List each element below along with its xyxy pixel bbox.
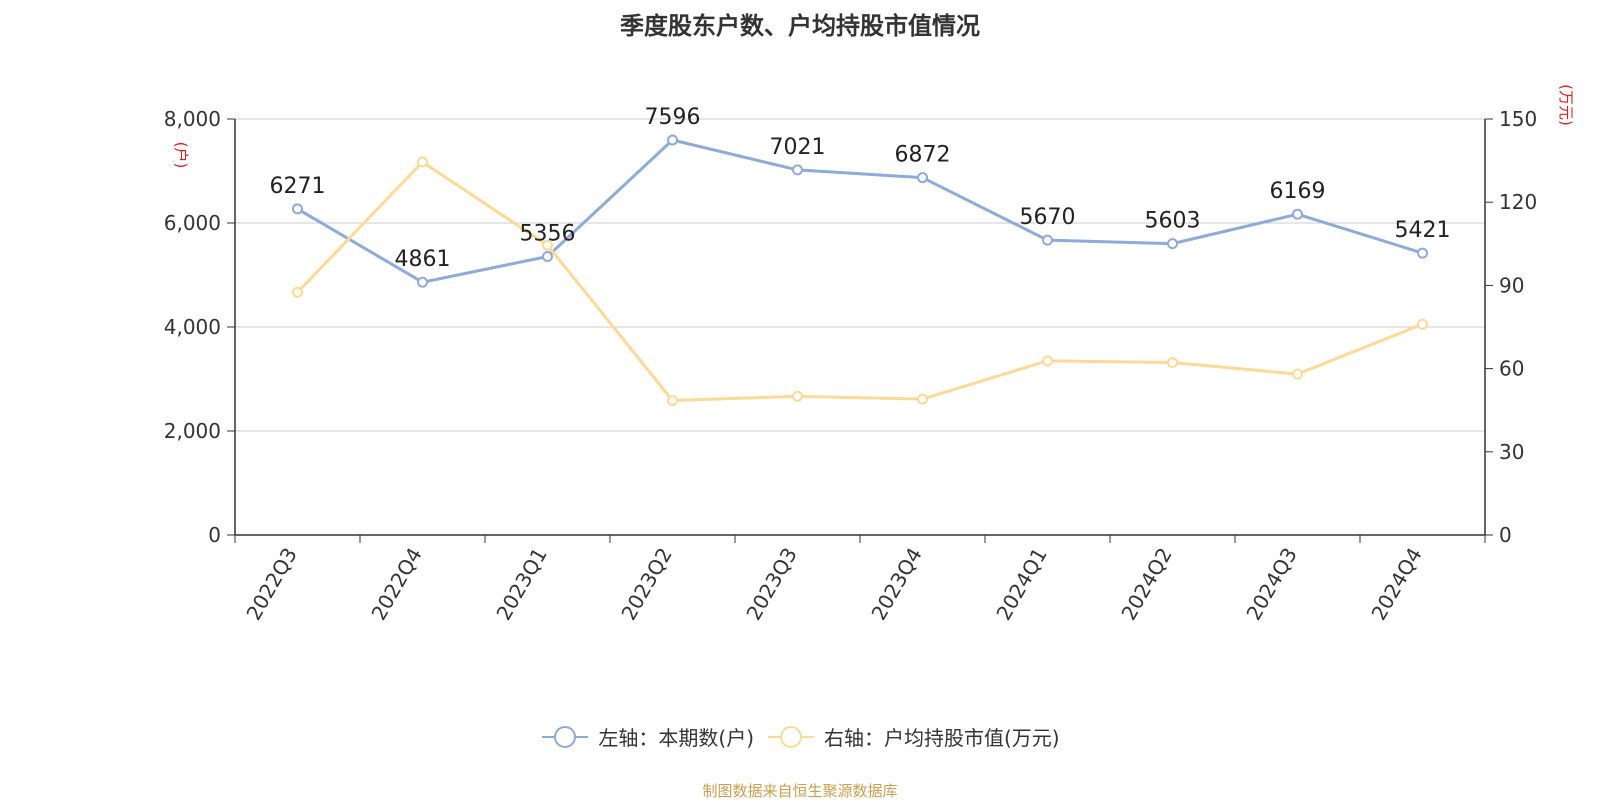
data-point-market-value	[542, 239, 553, 251]
source-note: 制图数据来自恒生聚源数据库	[702, 782, 898, 800]
data-labels: 6271 4861 5356 7596 7021 6872 5670 5603 6169 5421	[270, 105, 1451, 272]
data-label: 5670	[1020, 205, 1076, 230]
data-label: 6169	[1270, 179, 1326, 204]
x-axis-category-label: 2022Q4	[366, 544, 426, 625]
data-point-market-value	[1292, 368, 1303, 380]
right-axis-tick-label: 120	[1499, 190, 1537, 214]
x-axis-category-label: 2024Q1	[991, 544, 1051, 625]
left-axis-tick-label: 4,000	[164, 315, 221, 339]
data-point-market-value	[667, 394, 678, 406]
legend-marker-yellow	[768, 725, 814, 748]
data-point-shareholders	[792, 164, 803, 176]
series-lines	[292, 134, 1428, 406]
data-point-shareholders	[542, 250, 553, 262]
left-axis-tick-label: 0	[208, 523, 221, 547]
x-axis-category-label: 2023Q2	[616, 544, 676, 625]
data-label: 5421	[1395, 218, 1451, 243]
legend-item-right-series[interactable]: 右轴：户均持股市值(万元)	[766, 722, 1060, 751]
data-point-market-value	[1042, 355, 1053, 367]
data-point-shareholders	[917, 172, 928, 184]
data-label: 7596	[645, 105, 701, 130]
x-axis-category-label: 2023Q3	[741, 544, 801, 625]
data-label: 6271	[270, 174, 326, 199]
data-point-shareholders	[292, 203, 303, 215]
data-point-market-value	[792, 390, 803, 402]
data-label: 4861	[395, 247, 451, 272]
data-point-shareholders	[1167, 238, 1178, 250]
data-label: 5603	[1145, 209, 1201, 234]
right-axis-tick-label: 60	[1499, 357, 1524, 381]
data-point-shareholders	[1292, 208, 1303, 220]
x-axis-category-label: 2024Q4	[1366, 544, 1426, 625]
grid-lines	[235, 118, 1485, 432]
data-point-shareholders	[1042, 234, 1053, 246]
legend-label-right-series: 右轴：户均持股市值(万元)	[824, 726, 1060, 750]
data-label: 6872	[895, 143, 951, 168]
data-label: 7021	[770, 135, 826, 160]
legend: 左轴：本期数(户) 右轴：户均持股市值(万元)	[0, 722, 1600, 751]
left-axis-tick-label: 6,000	[164, 211, 221, 235]
data-point-shareholders	[417, 276, 428, 288]
left-axis-tick-label: 8,000	[164, 107, 221, 131]
left-axis-tick-label: 2,000	[164, 419, 221, 443]
x-axis-category-label: 2022Q3	[241, 544, 301, 625]
legend-item-left-series[interactable]: 左轴：本期数(户)	[540, 722, 754, 751]
legend-marker-blue	[542, 725, 589, 748]
data-point-shareholders	[667, 134, 678, 146]
data-label: 5356	[520, 221, 576, 246]
x-axis-category-label: 2024Q3	[1241, 544, 1301, 625]
right-axis-tick-label: 30	[1499, 440, 1524, 464]
right-axis-tick-label: 150	[1499, 107, 1537, 131]
legend-label-left-series: 左轴：本期数(户)	[598, 726, 754, 750]
left-axis-unit-label: (户)	[172, 142, 190, 169]
data-point-shareholders	[1417, 247, 1428, 259]
x-axis-category-label: 2023Q4	[866, 544, 926, 625]
data-point-market-value	[1167, 356, 1178, 368]
series-line-market-value	[296, 160, 1424, 402]
x-axis-category-label: 2024Q2	[1116, 544, 1176, 625]
axes: 0 2,000 4,000 6,000 8,000 0 30 60 90 120 150 (户) (万元…	[164, 84, 1575, 624]
right-axis-tick-label: 90	[1499, 273, 1524, 297]
right-axis-unit-label: (万元)	[1557, 84, 1575, 126]
x-axis-category-label: 2023Q1	[491, 544, 551, 625]
data-point-market-value	[292, 286, 303, 298]
series-line-shareholders	[296, 138, 1423, 284]
right-axis-tick-label: 0	[1499, 523, 1512, 547]
data-point-market-value	[917, 393, 928, 405]
data-point-market-value	[417, 156, 428, 168]
chart-title: 季度股东户数、户均持股市值情况	[620, 12, 980, 40]
data-point-market-value	[1417, 318, 1428, 330]
